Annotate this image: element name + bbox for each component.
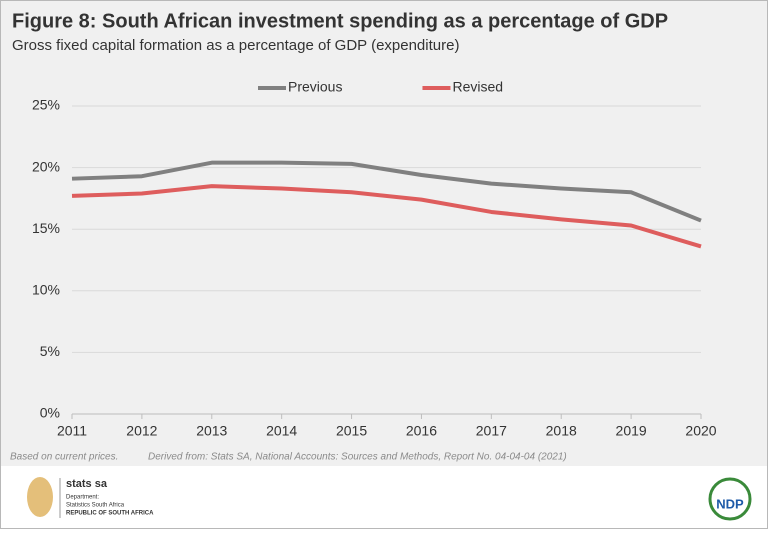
x-tick-label: 2013 — [196, 423, 227, 439]
legend-label: Previous — [288, 79, 342, 95]
chart-title: Figure 8: South African investment spend… — [12, 10, 668, 32]
legend-label: Revised — [452, 79, 503, 95]
ndp-text: NDP — [716, 496, 744, 511]
logo-country: REPUBLIC OF SOUTH AFRICA — [66, 511, 154, 517]
x-tick-label: 2018 — [546, 423, 577, 439]
x-tick-label: 2014 — [266, 423, 297, 439]
line-series — [71, 160, 702, 223]
ndp-circle — [708, 477, 752, 521]
note: Based on current prices. — [10, 452, 118, 463]
y-tick-label: 5% — [40, 343, 60, 359]
x-tick-label: 2019 — [616, 423, 647, 439]
y-tick-label: 20% — [32, 158, 60, 174]
coat-of-arms — [27, 477, 53, 517]
x-tick-label: 2015 — [336, 423, 367, 439]
logo-department: Department: — [66, 495, 99, 501]
ndp-logo: NDP — [708, 477, 752, 521]
chart-subtitle: Gross fixed capital formation as a perce… — [12, 37, 459, 54]
y-tick-label: 25% — [32, 97, 60, 113]
x-tick-label: 2020 — [685, 423, 716, 439]
y-tick-label: 15% — [32, 220, 60, 236]
x-tick-label: 2017 — [476, 423, 507, 439]
x-tick-label: 2012 — [126, 423, 157, 439]
logo-brand: stats sa — [66, 478, 108, 490]
y-tick-label: 10% — [32, 282, 60, 298]
footer-panel — [1, 466, 767, 528]
x-tick-label: 2011 — [57, 423, 87, 439]
stats-sa-logo: stats sa Department: Statistics South Af… — [27, 477, 154, 518]
logo-agency: Statistics South Africa — [66, 503, 125, 509]
line-series — [71, 184, 702, 249]
x-tick-label: 2016 — [406, 423, 437, 439]
y-tick-label: 0% — [40, 405, 60, 421]
source-note: Derived from: Stats SA, National Account… — [148, 452, 567, 463]
